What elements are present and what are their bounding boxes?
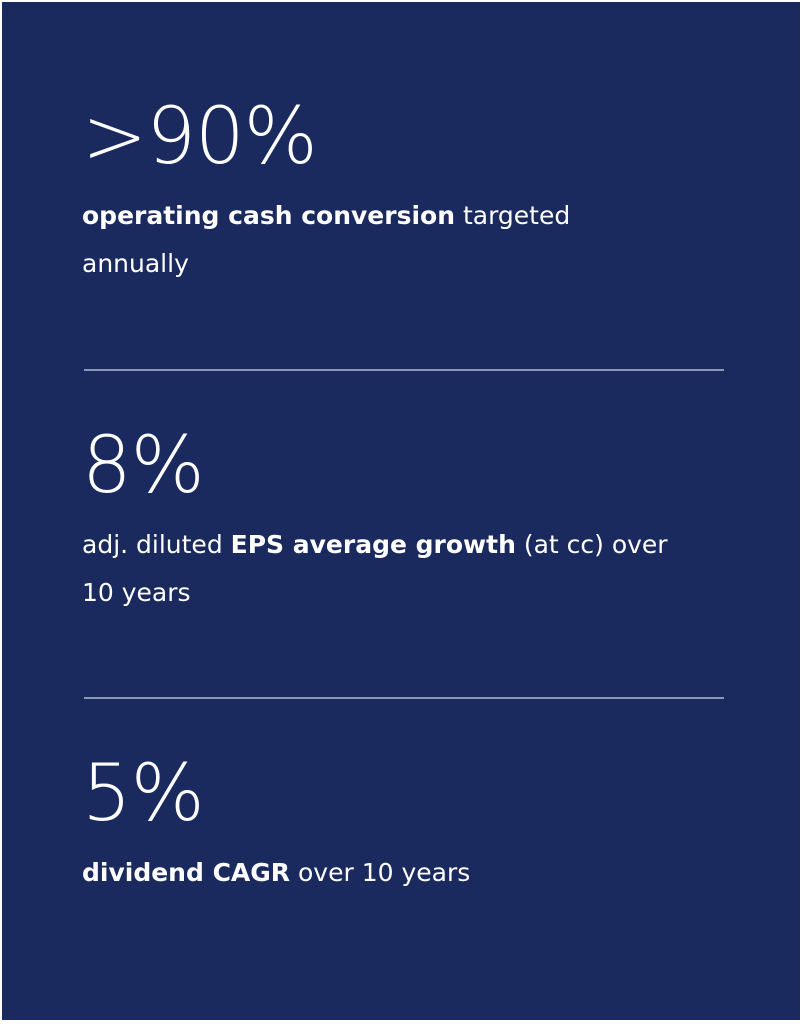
stat-dividend-cagr: 5% dividend CAGR over 10 years <box>82 755 722 897</box>
stat-desc-bold: operating cash conversion <box>82 201 456 230</box>
stat-description: adj. diluted EPS average growth (at cc) … <box>82 521 682 617</box>
stat-cash-conversion: >90% operating cash conversion targeted … <box>82 98 722 288</box>
stat-desc-rest: (at cc) over 10 years <box>82 530 668 607</box>
stat-description: dividend CAGR over 10 years <box>82 849 722 897</box>
stat-desc-rest: over 10 years <box>290 858 471 887</box>
stat-value: 5% <box>82 749 205 839</box>
stat-desc-bold: EPS average growth <box>230 530 516 559</box>
stat-desc-rest: targeted annually <box>82 201 571 278</box>
stat-desc-bold: dividend CAGR <box>82 858 291 887</box>
stat-eps-growth: 8% adj. diluted EPS average growth (at c… <box>82 427 722 617</box>
stat-desc-pre: adj. diluted <box>82 530 231 559</box>
stat-value: >90% <box>82 92 318 182</box>
divider <box>84 369 724 371</box>
stat-value: 8% <box>82 421 205 511</box>
stat-description: operating cash conversion targeted annua… <box>82 192 642 288</box>
divider <box>84 697 724 699</box>
